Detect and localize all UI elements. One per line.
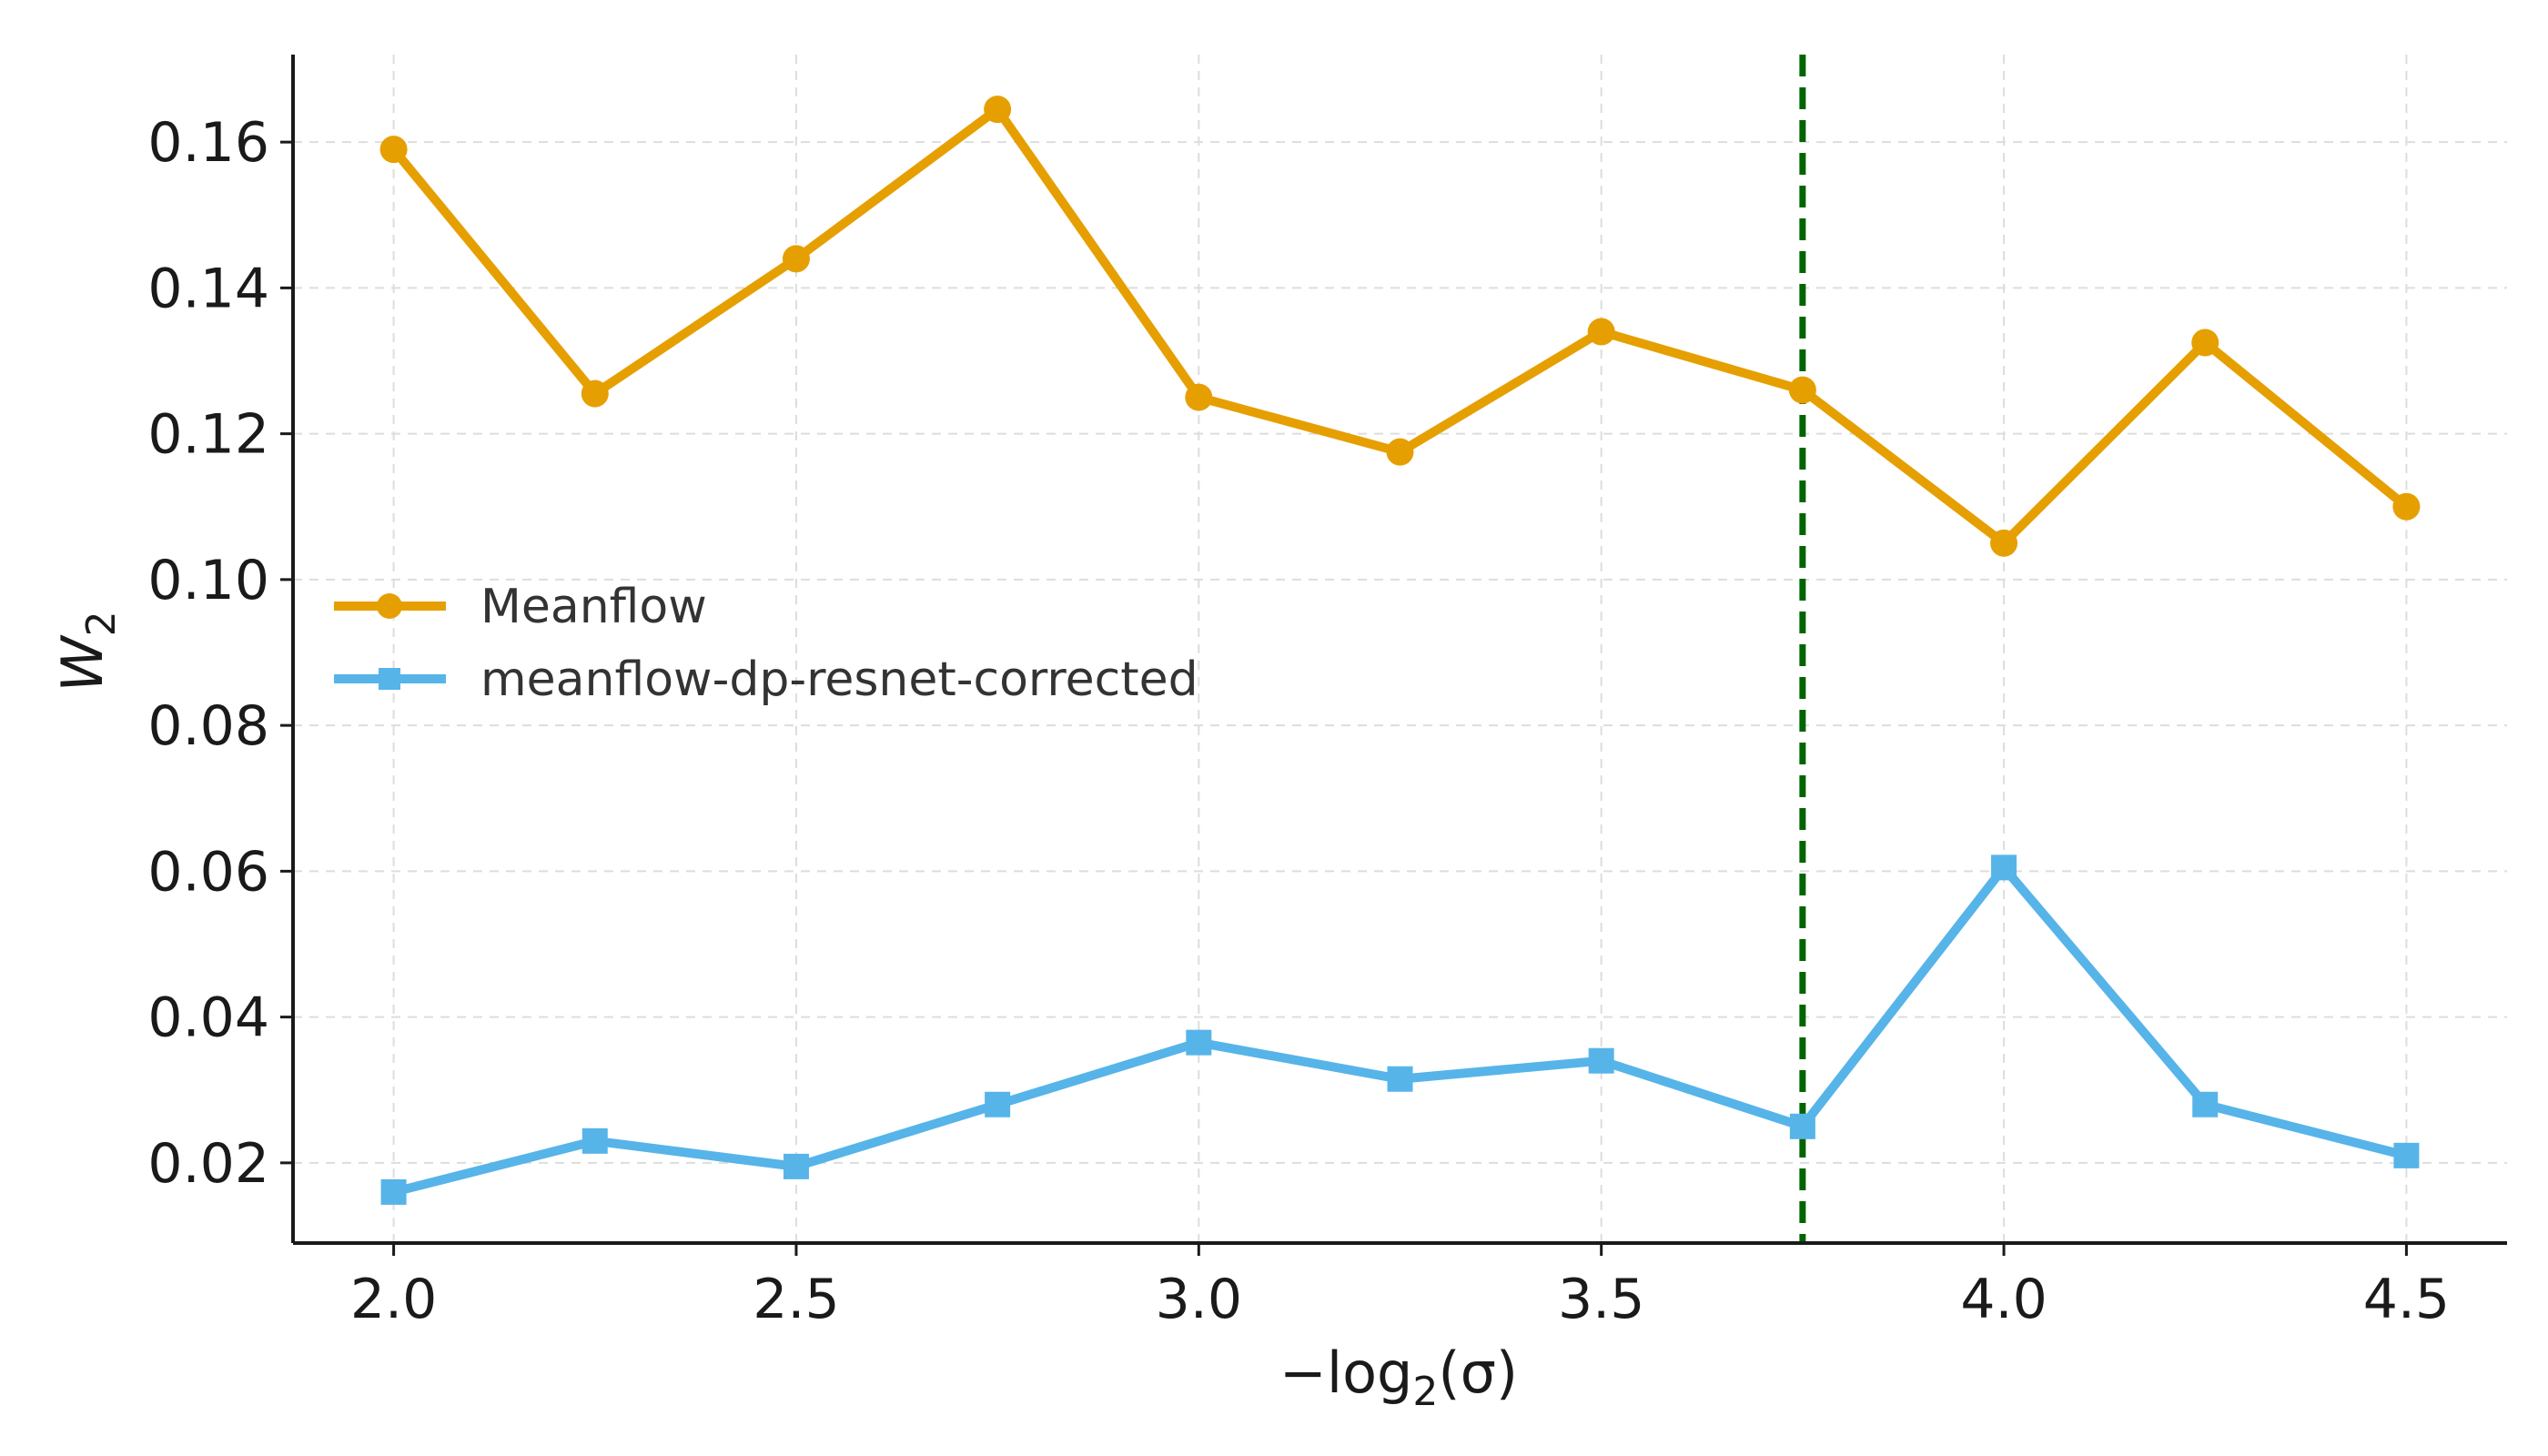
data-point-meanflow xyxy=(1386,438,1414,466)
data-point-meanflow xyxy=(1587,318,1615,346)
y-tick-label: 0.08 xyxy=(147,694,269,758)
legend-label-meanflow: Meanflow xyxy=(480,580,707,634)
series-line-meanflow-dp-resnet-corrected xyxy=(392,863,2408,1197)
y-tick-label: 0.12 xyxy=(147,403,269,467)
x-tick-label: 2.0 xyxy=(350,1268,437,1331)
legend-marker-meanflow-dp-resnet-corrected xyxy=(379,668,400,690)
x-axis-label-subscript: 2 xyxy=(1412,1369,1438,1415)
data-point-meanflow xyxy=(782,245,810,273)
series-line-meanflow xyxy=(389,105,2410,548)
data-point-meanflow-dp-resnet-corrected xyxy=(1186,1029,1212,1056)
x-tick-label: 4.5 xyxy=(2363,1268,2450,1331)
y-axis-label: W2 xyxy=(49,611,125,692)
data-point-meanflow-dp-resnet-corrected xyxy=(380,1178,407,1205)
y-tick-label: 0.14 xyxy=(147,257,269,320)
data-point-meanflow-dp-resnet-corrected xyxy=(581,1127,608,1154)
series-meanflow-dp-resnet-corrected xyxy=(380,854,2420,1205)
data-point-meanflow xyxy=(1185,383,1213,411)
data-point-meanflow-dp-resnet-corrected xyxy=(1387,1066,1413,1092)
y-tick-label: 0.02 xyxy=(147,1132,269,1196)
data-point-meanflow xyxy=(379,136,408,164)
series-layer xyxy=(379,96,2421,1205)
y-axis-label-subscript: 2 xyxy=(78,611,125,636)
data-point-meanflow-dp-resnet-corrected xyxy=(1789,1113,1815,1139)
data-point-meanflow-dp-resnet-corrected xyxy=(1991,854,2017,881)
data-point-meanflow xyxy=(1990,529,2018,557)
x-axis-label-tail: (σ) xyxy=(1438,1340,1518,1406)
data-point-meanflow-dp-resnet-corrected xyxy=(2192,1091,2219,1117)
y-tick-label: 0.04 xyxy=(147,986,269,1050)
legend-entry-meanflow-dp-resnet-corrected: meanflow-dp-resnet-corrected xyxy=(334,652,1198,707)
x-tick-label: 3.0 xyxy=(1156,1268,1242,1331)
axes xyxy=(280,55,2507,1256)
data-point-meanflow xyxy=(2392,492,2421,521)
y-tick-label: 0.16 xyxy=(147,111,269,175)
tick-labels: 2.0 2.5 3.0 3.5 4.0 4.5 0.02 0.04 0.06 0.08 0.10 0.… xyxy=(147,111,2450,1331)
x-tick-label: 3.5 xyxy=(1558,1268,1644,1331)
x-axis-label-main: −log xyxy=(1279,1340,1412,1406)
data-point-meanflow-dp-resnet-corrected xyxy=(2393,1142,2420,1168)
legend-marker-meanflow xyxy=(377,593,402,619)
x-tick-label: 2.5 xyxy=(753,1268,839,1331)
data-point-meanflow xyxy=(984,96,1012,124)
y-tick-label: 0.06 xyxy=(147,840,269,904)
x-axis-label: −log2(σ) xyxy=(1279,1340,1518,1415)
data-point-meanflow-dp-resnet-corrected xyxy=(1588,1047,1614,1074)
legend-entry-meanflow: Meanflow xyxy=(334,580,707,634)
data-point-meanflow xyxy=(581,379,609,408)
legend: Meanflow meanflow-dp-resnet-corrected xyxy=(334,580,1198,707)
grid xyxy=(293,55,2507,1243)
series-meanflow xyxy=(379,96,2421,557)
data-point-meanflow xyxy=(1788,376,1816,404)
y-axis-label-main: W xyxy=(49,634,116,693)
data-point-meanflow xyxy=(2191,329,2219,357)
x-tick-label: 4.0 xyxy=(1960,1268,2047,1331)
y-tick-label: 0.10 xyxy=(147,549,269,612)
data-point-meanflow-dp-resnet-corrected xyxy=(985,1091,1011,1117)
legend-label-meanflow-dp-resnet-corrected: meanflow-dp-resnet-corrected xyxy=(480,652,1198,707)
data-point-meanflow-dp-resnet-corrected xyxy=(783,1153,809,1179)
